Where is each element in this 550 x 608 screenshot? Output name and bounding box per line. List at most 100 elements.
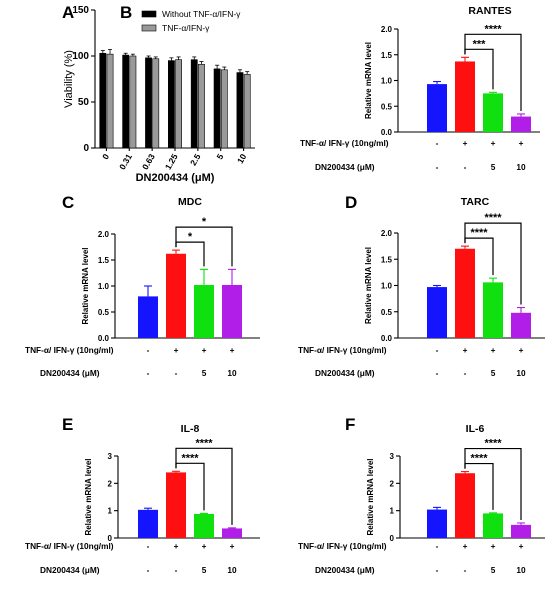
x-tick-label: 1.25: [163, 152, 180, 172]
legend-swatch: [141, 24, 157, 32]
legend-swatch: [141, 10, 157, 18]
significance-label: ***: [473, 38, 487, 50]
bar-3: [511, 116, 531, 132]
treatment-row-label: DN200434 (μM): [40, 565, 100, 575]
treatment-cell: +: [491, 138, 496, 148]
bar-1: [455, 473, 475, 538]
legend-entry: Without TNF-α/IFN-γ: [162, 9, 241, 19]
treatment-cell: +: [519, 345, 524, 355]
treatment-row-label: TNF-α/ IFN-γ (10ng/ml): [25, 345, 114, 355]
bar-without-tnf-0.63: [145, 57, 152, 149]
y-tick-label: 1.5: [98, 256, 110, 265]
treatment-cell: +: [491, 345, 496, 355]
bar-2: [194, 284, 214, 338]
panel-letter: A: [62, 3, 74, 22]
treatment-cell: 5: [491, 368, 496, 378]
y-tick-label: 0: [83, 143, 89, 154]
panel-e-group: E 0 1 2 3 Relative mRNA level IL-8 **** **** TNF-…: [25, 415, 260, 575]
significance-label: *: [202, 216, 207, 228]
treatment-cell: -: [436, 162, 439, 172]
y-axis-label: Relative mRNA level: [366, 458, 375, 535]
bar-3: [511, 524, 531, 538]
y-tick-label: 2: [108, 479, 113, 488]
bar-1: [166, 253, 186, 338]
y-tick-label: 3: [390, 452, 395, 461]
chart-title: MDC: [178, 196, 202, 208]
bar-1: [166, 472, 186, 538]
bar-with-tnf-1.25: [175, 59, 182, 149]
y-tick-label: 1.0: [381, 282, 393, 291]
panel-f-group: F 0 1 2 3 Relative mRNA level IL-6 **** **** TNF-…: [298, 415, 545, 575]
treatment-cell: +: [519, 138, 524, 148]
bar-2: [483, 282, 503, 338]
y-axis-label: Relative mRNA level: [84, 458, 93, 535]
significance-label: *: [188, 231, 193, 243]
y-tick-label: 2.0: [98, 230, 110, 239]
treatment-cell: 5: [202, 565, 207, 575]
bar-with-tnf-2.5: [198, 63, 205, 149]
y-tick-label: 2.0: [381, 25, 393, 34]
bar-0: [427, 509, 447, 538]
y-tick-label: 0.5: [98, 308, 110, 317]
treatment-cell: -: [175, 565, 178, 575]
treatment-cell: -: [436, 345, 439, 355]
y-tick-label: 1: [108, 507, 113, 516]
x-tick-label: 0.63: [140, 152, 157, 172]
significance-bracket: [175, 226, 233, 267]
chart-title: TARC: [461, 196, 490, 208]
significance-bracket: [464, 222, 522, 305]
y-tick-label: 1: [390, 507, 395, 516]
panel-letter: E: [62, 415, 73, 434]
y-axis-label: Viability (%): [63, 50, 75, 108]
y-tick-label: 50: [78, 97, 90, 108]
bar-3: [222, 284, 242, 338]
treatment-cell: -: [147, 368, 150, 378]
treatment-cell: -: [464, 368, 467, 378]
x-tick-label: 0: [100, 152, 111, 161]
treatment-cell: -: [464, 565, 467, 575]
chart-title: IL-6: [466, 423, 485, 435]
y-tick-label: 100: [72, 51, 89, 62]
chart-title: RANTES: [468, 5, 511, 17]
significance-label: ****: [470, 227, 488, 239]
y-tick-label: 1.0: [381, 77, 393, 86]
y-axis-label: Relative mRNA level: [81, 247, 90, 324]
bar-without-tnf-1.25: [168, 60, 175, 149]
significance-label: ****: [181, 452, 199, 464]
x-axis-label: DN200434 (μM): [136, 172, 215, 184]
treatment-cell: +: [174, 541, 179, 551]
significance-label: ****: [470, 453, 488, 465]
panel-c-mdc-chart: C 0.0 0.5 1.0 1.5 2.0 Relative mRNA level MDC * *…: [0, 190, 275, 390]
panel-letter: B: [120, 3, 132, 22]
treatment-cell: +: [519, 541, 524, 551]
treatment-cell: -: [147, 345, 150, 355]
y-tick-label: 1.5: [381, 51, 393, 60]
treatment-cell: +: [174, 345, 179, 355]
treatment-row-label: TNF-α/ IFN-γ (10ng/ml): [25, 541, 114, 551]
bar-with-tnf-0.63: [152, 58, 160, 149]
treatment-cell: -: [436, 138, 439, 148]
treatment-cell: -: [436, 565, 439, 575]
panel-f-il6-chart: F 0 1 2 3 Relative mRNA level IL-6 **** **** TNF-…: [275, 410, 550, 608]
y-tick-label: 0.5: [381, 308, 393, 317]
panel-letter: C: [62, 193, 74, 212]
panel-d-tarc-chart: D 0.0 0.5 1.0 1.5 2.0 Relative mRNA level TARC *…: [275, 190, 550, 390]
treatment-row-label: TNF-α/ IFN-γ (10ng/ml): [298, 345, 387, 355]
x-tick-label: 0.31: [117, 152, 134, 172]
treatment-cell: -: [436, 541, 439, 551]
bar-0: [138, 296, 158, 338]
bar-with-tnf-0.31: [129, 55, 137, 149]
bar-with-tnf-5: [220, 69, 228, 149]
bar-without-tnf-10: [236, 72, 244, 149]
y-tick-label: 0.0: [381, 334, 393, 343]
bar-0: [427, 84, 447, 132]
bar-3: [511, 312, 531, 338]
panel-letter: D: [345, 193, 357, 212]
bar-with-tnf-10: [243, 74, 251, 149]
significance-bracket: [175, 447, 233, 525]
treatment-cell: -: [147, 565, 150, 575]
treatment-cell: 10: [227, 368, 237, 378]
bar-without-tnf-5: [213, 68, 221, 149]
y-tick-label: 2.0: [381, 229, 393, 238]
